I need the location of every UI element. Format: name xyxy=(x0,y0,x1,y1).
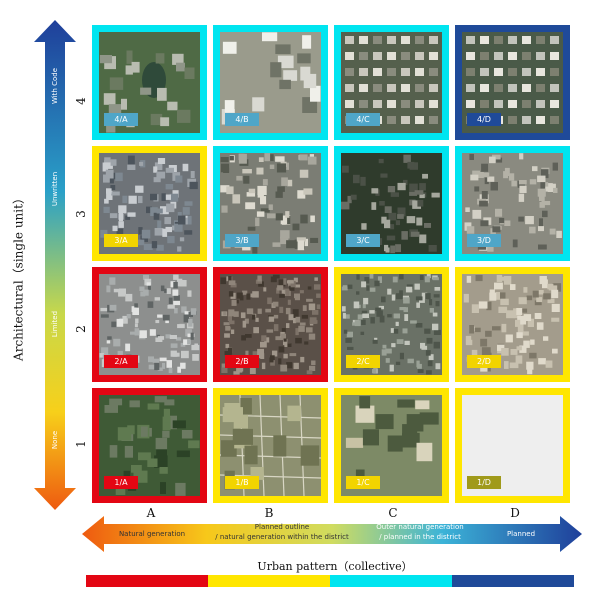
column-letter-d: D xyxy=(510,506,520,520)
grid-cell-1-b: 1/B xyxy=(213,388,328,503)
grid-cell-3-d: 3/D xyxy=(455,146,570,261)
x-level-planned-outline: Planned outline xyxy=(254,523,310,531)
x-axis-title: Urban pattern（collective） xyxy=(257,560,413,573)
color-bar-segment xyxy=(452,575,574,587)
row-number-2: 2 xyxy=(74,325,88,333)
grid-cell-4-c: 4/C xyxy=(334,25,449,140)
cell-label: 3/B xyxy=(225,234,259,247)
urban-pattern-axis-arrow xyxy=(82,516,582,552)
cell-label: 3/A xyxy=(104,234,138,247)
grid-cell-4-b: 4/B xyxy=(213,25,328,140)
row-number-1: 1 xyxy=(74,440,88,448)
grid-cell-1-d: 1/D xyxy=(455,388,570,503)
grid-cell-2-d: 2/D xyxy=(455,267,570,382)
cell-label: 1/A xyxy=(104,476,138,489)
y-level-with-code: With Code xyxy=(51,67,59,105)
row-number-4: 4 xyxy=(74,97,88,105)
grid-cell-2-a: 2/A xyxy=(92,267,207,382)
cell-label: 2/A xyxy=(104,355,138,368)
column-letter-a: A xyxy=(146,506,156,520)
category-color-bar xyxy=(86,575,574,587)
x-level-outer-natural: Outer natural generation xyxy=(376,523,464,531)
grid-cell-1-c: 1/C xyxy=(334,388,449,503)
color-bar-segment xyxy=(208,575,330,587)
y-level-none: None xyxy=(51,430,59,450)
x-level-planned-outline-sub: / natural generation within the district xyxy=(215,533,349,541)
cell-label: 2/B xyxy=(225,355,259,368)
aerial-image xyxy=(341,395,442,496)
cell-label: 4/D xyxy=(467,113,501,126)
cell-label: 1/C xyxy=(346,476,380,489)
cell-label: 4/A xyxy=(104,113,138,126)
row-number-3: 3 xyxy=(74,210,88,218)
grid-cell-3-b: 3/B xyxy=(213,146,328,261)
y-axis-title: Architectural（single unit） xyxy=(11,192,26,361)
column-letter-c: C xyxy=(388,506,398,520)
architectural-axis-arrow xyxy=(34,20,76,510)
grid-cell-4-a: 4/A xyxy=(92,25,207,140)
cell-label: 2/D xyxy=(467,355,501,368)
cell-label: 3/D xyxy=(467,234,501,247)
x-level-planned: Planned xyxy=(506,530,536,538)
grid-cell-3-a: 3/A xyxy=(92,146,207,261)
cell-label: 1/B xyxy=(225,476,259,489)
grid-cell-3-c: 3/C xyxy=(334,146,449,261)
cell-label: 4/B xyxy=(225,113,259,126)
color-bar-segment xyxy=(86,575,208,587)
grid-cell-2-b: 2/B xyxy=(213,267,328,382)
cell-label: 3/C xyxy=(346,234,380,247)
grid-cell-4-d: 4/D xyxy=(455,25,570,140)
x-level-natural: Natural generation xyxy=(118,530,186,538)
y-level-unwritten: Unwritten xyxy=(51,171,59,207)
x-level-outer-natural-sub: / planned in the district xyxy=(379,533,461,541)
y-level-limited: Limited xyxy=(51,310,59,338)
column-letter-b: B xyxy=(264,506,274,520)
aerial-image xyxy=(220,395,321,496)
grid-cell-1-a: 1/A xyxy=(92,388,207,503)
cell-label: 2/C xyxy=(346,355,380,368)
color-bar-segment xyxy=(330,575,452,587)
grid-cell-2-c: 2/C xyxy=(334,267,449,382)
aerial-image xyxy=(99,274,200,375)
aerial-image xyxy=(341,274,442,375)
cell-label: 4/C xyxy=(346,113,380,126)
cell-label: 1/D xyxy=(467,476,501,489)
